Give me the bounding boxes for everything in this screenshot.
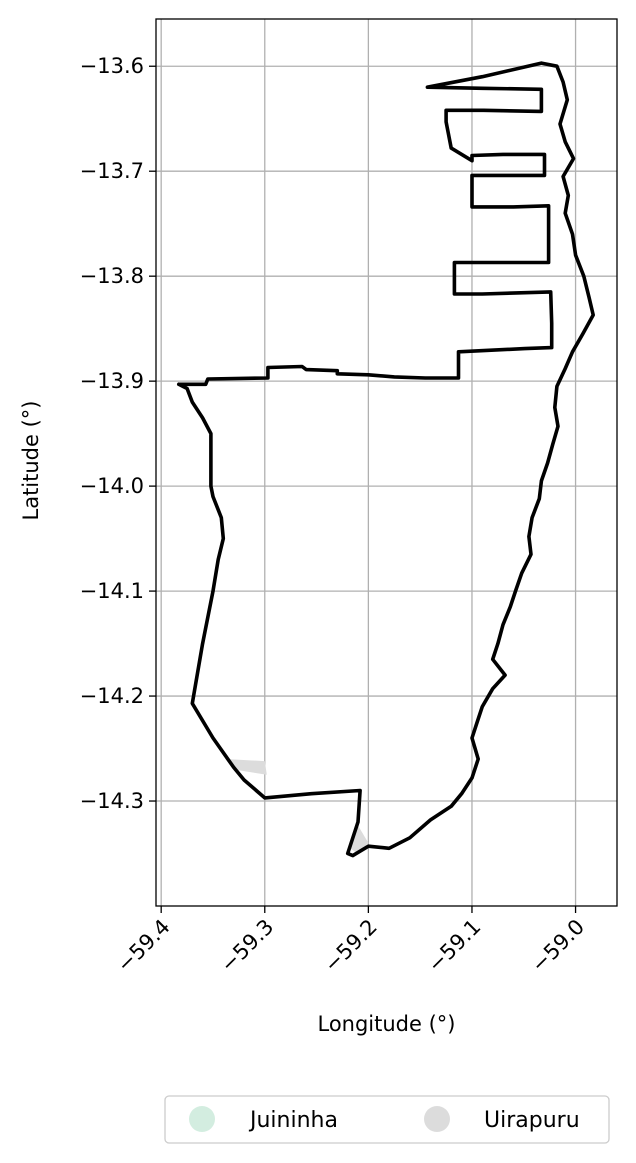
- plot-frame: [155, 18, 618, 907]
- y-tick-label: −14.0: [80, 474, 144, 498]
- x-axis-label: Longitude (°): [317, 1012, 455, 1036]
- legend-label-uirapuru: Uirapuru: [484, 1108, 580, 1133]
- y-axis: −13.6 −13.7 −13.8 −13.9 −14.0 −14.1 −14.2 −14.3: [80, 54, 156, 813]
- legend-marker-uirapuru: [424, 1106, 450, 1132]
- y-tick-label: −13.6: [80, 54, 144, 78]
- uirapuru-fill-layer: [225, 759, 369, 854]
- y-axis-label: Latitude (°): [19, 401, 43, 521]
- x-tick-label: −59.0: [527, 915, 589, 977]
- y-tick-label: −13.9: [80, 369, 144, 393]
- boundary-layer: [177, 61, 596, 858]
- legend: Juininha Uirapuru: [164, 1095, 610, 1144]
- grid-lines: [156, 19, 617, 906]
- boundary-outline: [177, 61, 596, 858]
- legend-label-juininha: Juininha: [248, 1108, 338, 1133]
- uirapuru-area: [225, 759, 267, 775]
- legend-marker-juininha: [189, 1106, 215, 1132]
- x-tick-label: −59.1: [423, 915, 485, 977]
- x-tick-label: −59.4: [112, 915, 174, 977]
- legend-box: [164, 1095, 610, 1144]
- x-axis: −59.4 −59.3 −59.2 −59.1 −59.0: [112, 906, 589, 977]
- y-tick-label: −14.2: [80, 684, 144, 708]
- y-tick-label: −13.8: [80, 264, 144, 288]
- y-tick-label: −13.7: [80, 159, 144, 183]
- y-tick-label: −14.1: [80, 579, 144, 603]
- y-tick-label: −14.3: [80, 789, 144, 813]
- x-tick-label: −59.3: [216, 915, 278, 977]
- x-tick-label: −59.2: [319, 915, 381, 977]
